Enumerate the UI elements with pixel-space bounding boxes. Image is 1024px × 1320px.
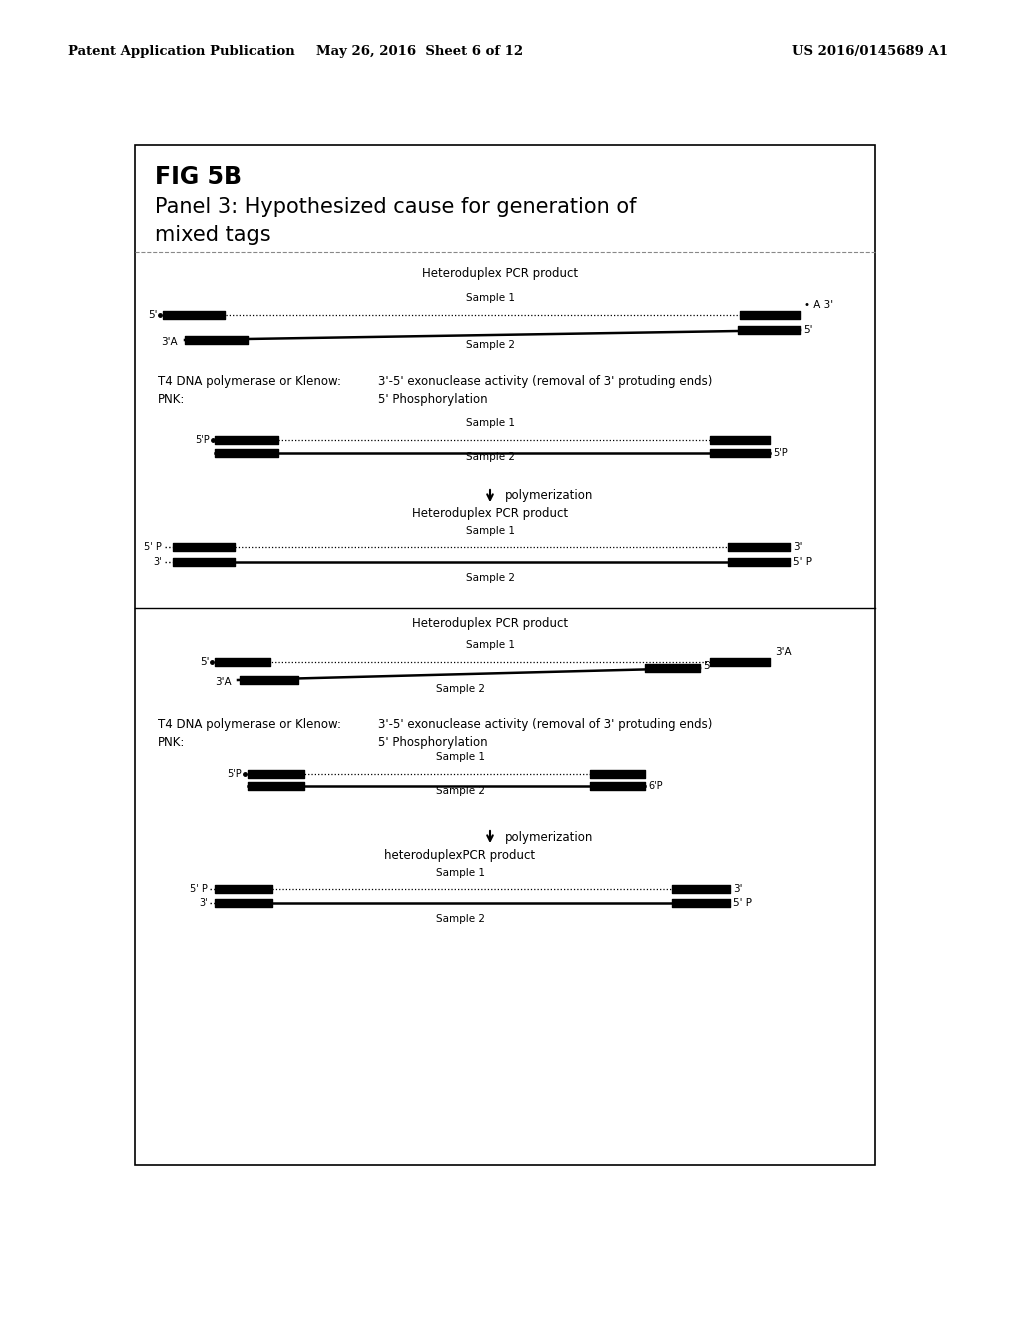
- Text: Sample 2: Sample 2: [435, 913, 484, 924]
- Text: polymerization: polymerization: [505, 830, 593, 843]
- Text: Heteroduplex PCR product: Heteroduplex PCR product: [412, 616, 568, 630]
- Text: 5' Phosphorylation: 5' Phosphorylation: [378, 393, 487, 407]
- Text: US 2016/0145689 A1: US 2016/0145689 A1: [792, 45, 948, 58]
- Text: 5'P: 5'P: [773, 447, 787, 458]
- Text: Sample 2: Sample 2: [435, 785, 484, 796]
- Text: 5': 5': [148, 310, 158, 319]
- Text: Sample 1: Sample 1: [435, 752, 484, 762]
- Text: FIG 5B: FIG 5B: [155, 165, 242, 189]
- Text: Sample 2: Sample 2: [466, 573, 514, 583]
- Text: Sample 2: Sample 2: [466, 451, 514, 462]
- Text: 5' P: 5' P: [733, 898, 752, 908]
- Text: 5'P: 5'P: [196, 436, 210, 445]
- Text: 3'A: 3'A: [215, 677, 232, 686]
- Text: • A 3': • A 3': [804, 300, 834, 310]
- Text: 3'-5' exonuclease activity (removal of 3' protuding ends): 3'-5' exonuclease activity (removal of 3…: [378, 718, 713, 731]
- Text: 6'P: 6'P: [648, 781, 663, 791]
- Text: 5' P: 5' P: [190, 884, 208, 894]
- Text: 3'A: 3'A: [775, 647, 792, 657]
- Text: polymerization: polymerization: [505, 490, 593, 503]
- Text: T4 DNA polymerase or Klenow:: T4 DNA polymerase or Klenow:: [158, 375, 341, 388]
- Text: T4 DNA polymerase or Klenow:: T4 DNA polymerase or Klenow:: [158, 718, 341, 731]
- Text: Sample 2: Sample 2: [435, 684, 484, 694]
- Text: Sample 1: Sample 1: [466, 525, 514, 536]
- Text: Sample 1: Sample 1: [466, 293, 514, 304]
- Text: mixed tags: mixed tags: [155, 224, 270, 246]
- Text: 5': 5': [703, 661, 713, 671]
- Text: Sample 1: Sample 1: [435, 869, 484, 878]
- Text: Patent Application Publication: Patent Application Publication: [68, 45, 295, 58]
- Text: 3': 3': [200, 898, 208, 908]
- Text: 5' P: 5' P: [793, 557, 812, 568]
- Text: 3'-5' exonuclease activity (removal of 3' protuding ends): 3'-5' exonuclease activity (removal of 3…: [378, 375, 713, 388]
- Text: PNK:: PNK:: [158, 737, 185, 748]
- Text: PNK:: PNK:: [158, 393, 185, 407]
- Text: Panel 3: Hypothesized cause for generation of: Panel 3: Hypothesized cause for generati…: [155, 197, 637, 216]
- Bar: [135, 145, 874, 1166]
- Text: 5'P: 5'P: [227, 770, 242, 779]
- Text: Sample 1: Sample 1: [466, 640, 514, 649]
- Text: Heteroduplex PCR product: Heteroduplex PCR product: [422, 267, 579, 280]
- Text: 5': 5': [803, 325, 812, 335]
- Text: heteroduplexPCR product: heteroduplexPCR product: [384, 849, 536, 862]
- Text: 3': 3': [793, 543, 803, 552]
- Text: 5' P: 5' P: [144, 543, 162, 552]
- Text: 5' Phosphorylation: 5' Phosphorylation: [378, 737, 487, 748]
- Text: May 26, 2016  Sheet 6 of 12: May 26, 2016 Sheet 6 of 12: [316, 45, 523, 58]
- Text: Sample 1: Sample 1: [466, 418, 514, 428]
- Text: 3': 3': [154, 557, 162, 568]
- Text: 5': 5': [201, 657, 210, 667]
- Text: Heteroduplex PCR product: Heteroduplex PCR product: [412, 507, 568, 520]
- Text: 3': 3': [733, 884, 742, 894]
- Text: 3'A: 3'A: [162, 337, 178, 347]
- Text: Sample 2: Sample 2: [466, 341, 514, 350]
